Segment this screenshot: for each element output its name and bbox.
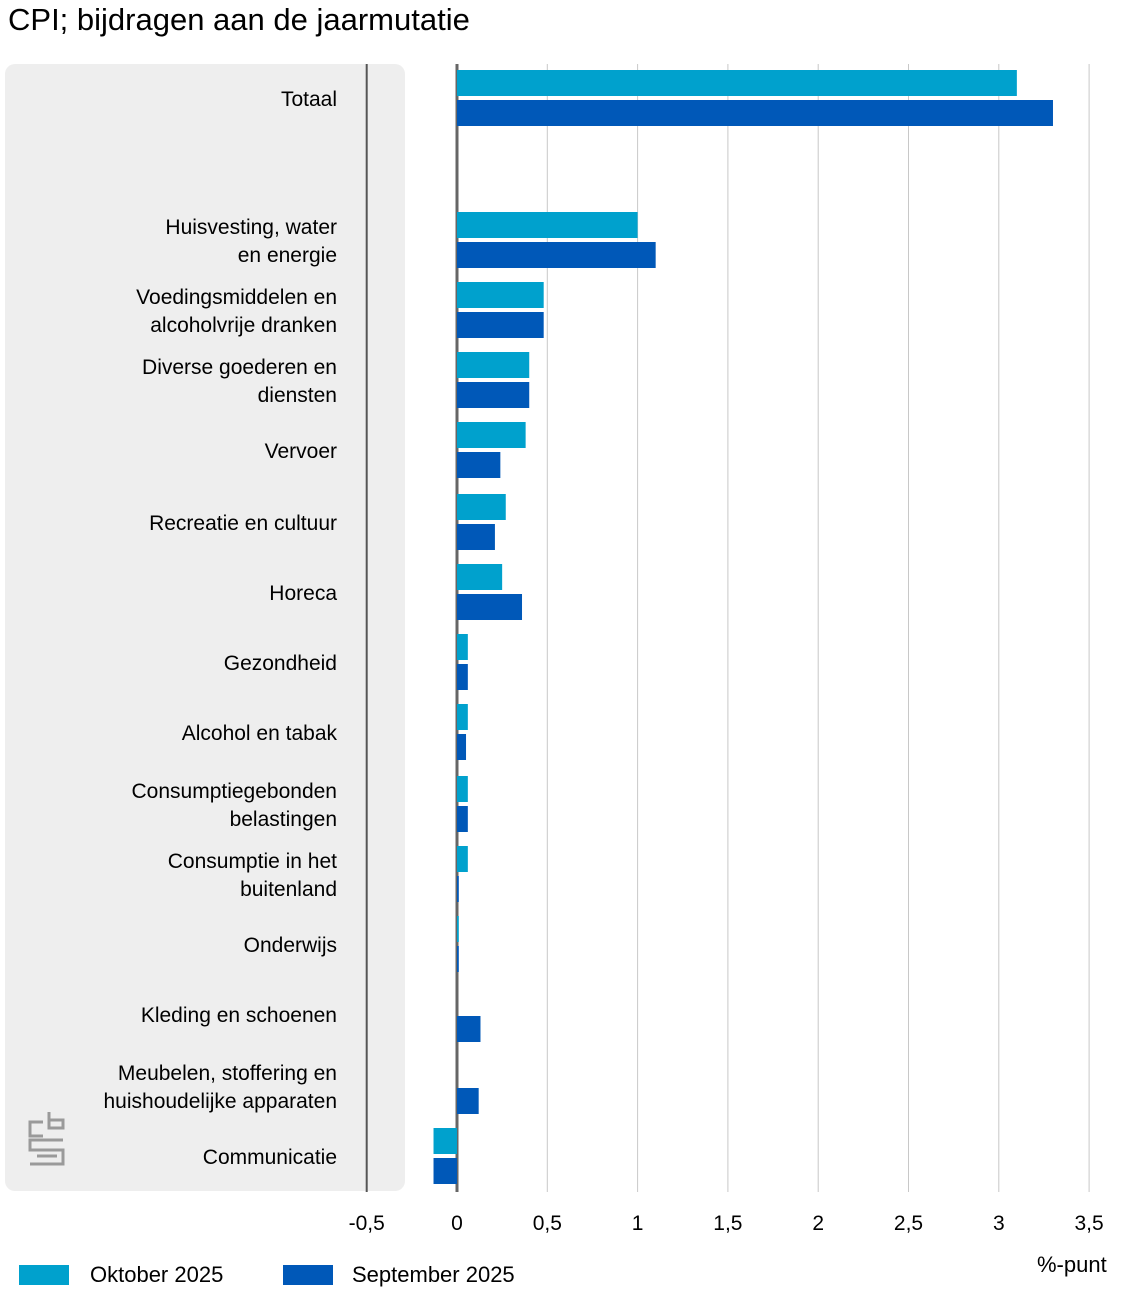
bar-september	[433, 1158, 457, 1184]
legend-swatch-oktober	[19, 1265, 69, 1285]
category-label-panel	[5, 64, 405, 1191]
legend-label-september: September 2025	[352, 1262, 515, 1287]
bar-september	[457, 382, 530, 408]
legend-swatch-september	[283, 1265, 333, 1285]
bar-september	[457, 876, 459, 902]
x-tick-label: 2,5	[894, 1212, 923, 1235]
bar-september	[457, 524, 495, 550]
bar-oktober	[457, 212, 638, 238]
chart-title: CPI; bijdragen aan de jaarmutatie	[8, 2, 470, 37]
bar-september	[457, 806, 468, 832]
bar-september	[457, 734, 467, 760]
legend-label-oktober: Oktober 2025	[90, 1262, 224, 1287]
bar-september	[457, 100, 1053, 126]
bar-oktober	[457, 422, 526, 448]
bar-september	[457, 312, 544, 338]
category-label: Consumptiegebonden	[132, 780, 338, 803]
category-label: Recreatie en cultuur	[149, 512, 337, 535]
category-label: Onderwijs	[244, 934, 337, 957]
x-tick-label: 1	[632, 1212, 644, 1235]
category-label: en energie	[238, 244, 337, 267]
category-label: Voedingsmiddelen en	[136, 286, 337, 309]
category-label: Diverse goederen en	[142, 356, 337, 379]
category-label: Consumptie in het	[168, 850, 337, 873]
category-label: belastingen	[230, 808, 337, 831]
bar-september	[457, 664, 468, 690]
bar-oktober	[457, 282, 544, 308]
bar-september	[457, 1016, 481, 1042]
bar-oktober	[457, 776, 468, 802]
category-label: Totaal	[281, 88, 337, 111]
x-tick-label: 0	[451, 1212, 463, 1235]
bar-oktober	[457, 634, 468, 660]
x-tick-label: 0,5	[533, 1212, 562, 1235]
category-label: Horeca	[269, 582, 337, 605]
category-label: Kleding en schoenen	[141, 1004, 337, 1027]
x-tick-label: 3	[993, 1212, 1005, 1235]
bar-oktober	[457, 70, 1017, 96]
category-label: Alcohol en tabak	[182, 722, 338, 745]
category-label: huishoudelijke apparaten	[103, 1090, 337, 1113]
bar-september	[457, 452, 501, 478]
bar-september	[457, 594, 523, 620]
bar-september	[457, 946, 459, 972]
bar-oktober	[457, 846, 468, 872]
category-label: diensten	[258, 384, 337, 407]
bar-september	[457, 1088, 479, 1114]
bar-oktober	[457, 352, 530, 378]
x-axis-unit-label: %-punt	[1037, 1252, 1107, 1277]
x-tick-label: -0,5	[349, 1212, 385, 1235]
x-tick-label: 3,5	[1074, 1212, 1103, 1235]
bar-oktober	[457, 494, 506, 520]
category-label: Communicatie	[203, 1146, 337, 1169]
x-tick-label: 1,5	[713, 1212, 742, 1235]
category-label: Gezondheid	[224, 652, 337, 675]
cbs-logo-icon	[27, 1110, 67, 1173]
x-tick-label: 2	[812, 1212, 824, 1235]
bar-oktober	[457, 916, 459, 942]
category-label: alcoholvrije dranken	[150, 314, 337, 337]
bar-oktober	[457, 704, 468, 730]
bar-oktober	[433, 1128, 457, 1154]
category-label: Vervoer	[265, 440, 337, 463]
bar-oktober	[457, 564, 503, 590]
category-label: buitenland	[240, 878, 337, 901]
category-label: Meubelen, stoffering en	[118, 1062, 337, 1085]
category-label: Huisvesting, water	[165, 216, 337, 239]
bar-september	[457, 242, 656, 268]
